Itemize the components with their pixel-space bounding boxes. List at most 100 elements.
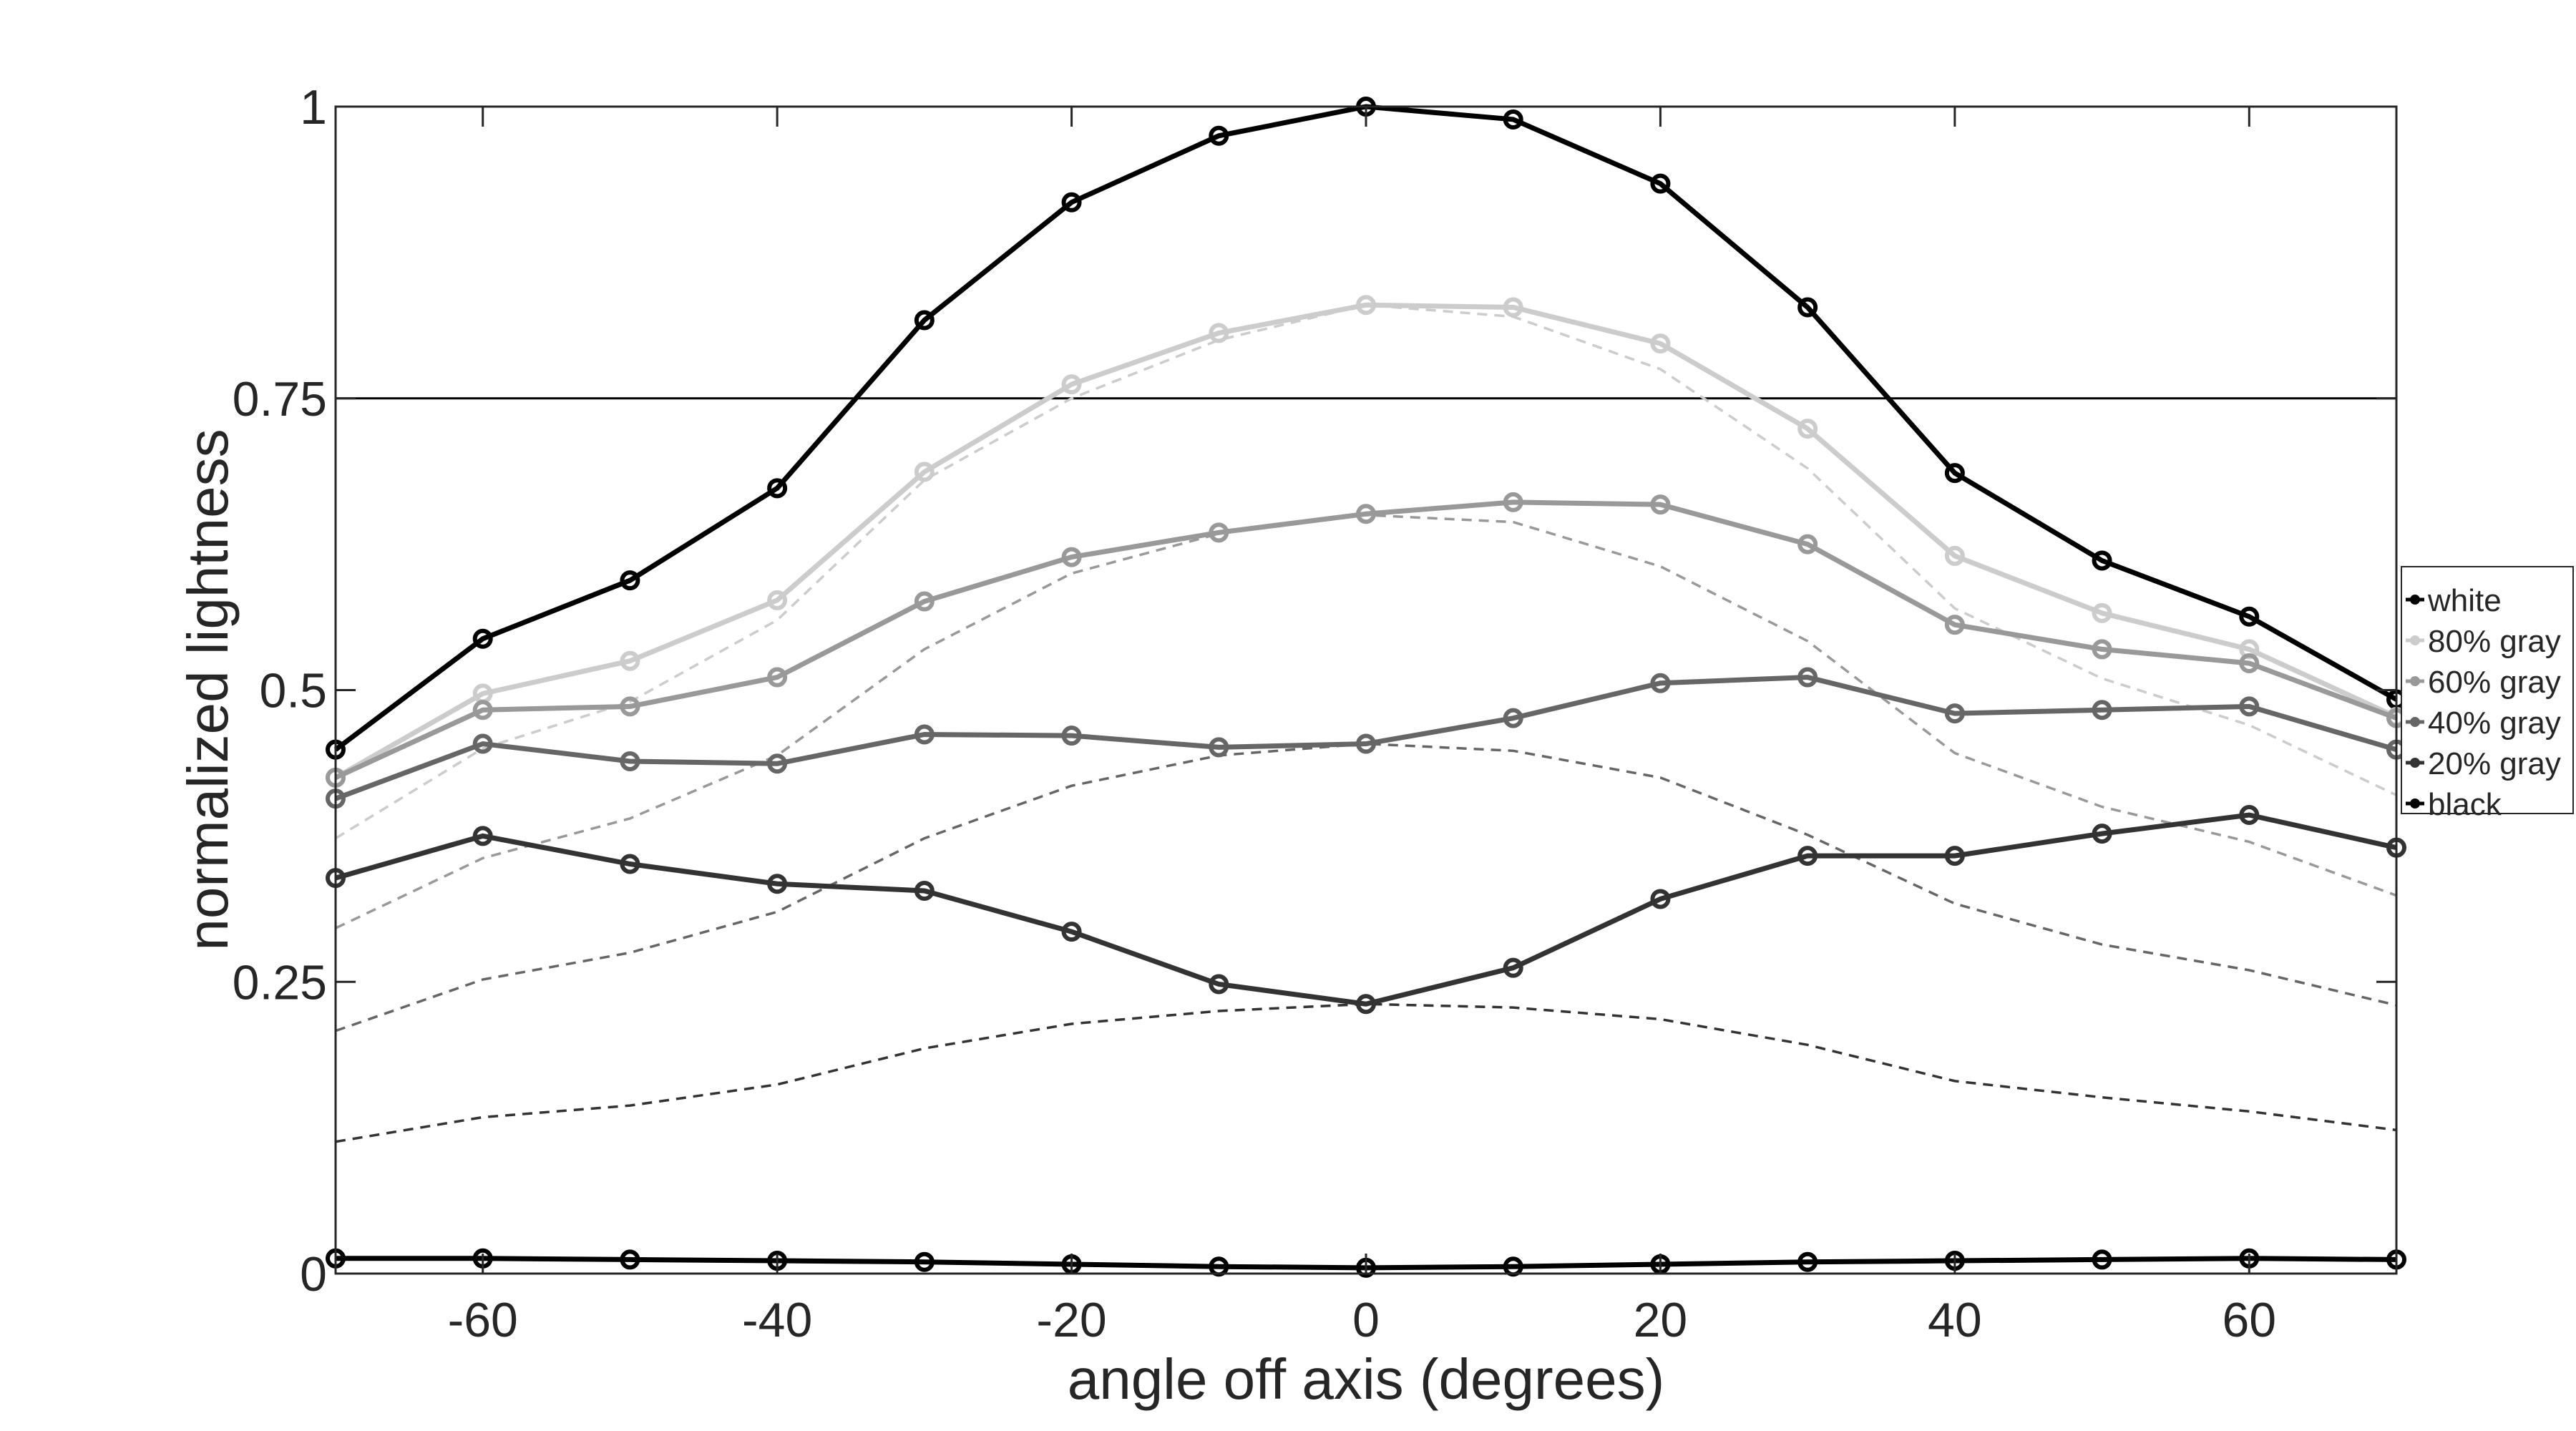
x-axis-label: angle off axis (degrees)	[1068, 1347, 1665, 1411]
data-point-black	[914, 1251, 935, 1272]
data-point-black	[2092, 1249, 2112, 1270]
data-point-20-gray	[2239, 805, 2260, 826]
legend-item: 20% gray	[2406, 746, 2561, 781]
legend-box	[2401, 566, 2574, 814]
data-point-80-gray	[2092, 602, 2112, 623]
data-point-60-gray	[472, 700, 493, 721]
data-point-60-gray	[1944, 615, 1965, 635]
series-60-gray	[326, 492, 2406, 788]
data-point-white	[2092, 550, 2112, 571]
y-tick-label: 0.25	[233, 955, 327, 1010]
data-point-40-gray	[1061, 726, 1082, 746]
data-point-60-gray	[914, 591, 935, 612]
data-point-40-gray	[1650, 673, 1671, 693]
legend-item: white	[2406, 583, 2502, 618]
data-point-80-gray	[620, 650, 640, 671]
data-point-white	[1797, 297, 1818, 318]
data-point-20-gray	[1356, 994, 1376, 1015]
data-point-20-gray	[1503, 957, 1523, 978]
data-point-60-gray	[2092, 639, 2112, 660]
x-tick-label: 20	[1634, 1293, 1688, 1347]
legend-item: 80% gray	[2406, 624, 2561, 659]
data-point-white	[767, 478, 788, 499]
data-point-40-gray	[1356, 733, 1376, 754]
data-point-80-gray	[1944, 545, 1965, 566]
x-tick-label: 0	[1352, 1293, 1380, 1347]
data-point-60-gray	[1209, 522, 1229, 543]
data-point-40-gray	[2239, 696, 2260, 717]
data-point-20-gray	[2092, 824, 2112, 844]
data-point-40-gray	[620, 751, 640, 771]
data-point-60-gray	[1061, 547, 1082, 567]
legend-item: 60% gray	[2406, 665, 2561, 700]
data-point-20-gray	[472, 826, 493, 846]
legend-swatch-marker	[2410, 635, 2420, 645]
legend-swatch-marker	[2410, 595, 2420, 605]
x-tick-label: 60	[2222, 1293, 2276, 1347]
data-point-20-gray	[767, 874, 788, 894]
data-point-40-gray	[914, 724, 935, 745]
y-tick-label: 0.75	[233, 372, 327, 426]
legend-swatch-marker	[2410, 717, 2420, 727]
data-point-60-gray	[620, 696, 640, 717]
x-tick-label: -40	[742, 1293, 812, 1347]
y-tick-label: 1	[300, 80, 327, 135]
legend-label: white	[2427, 583, 2502, 618]
data-point-80-gray	[1503, 297, 1523, 318]
data-point-80-gray	[914, 461, 935, 482]
legend-label: 60% gray	[2428, 665, 2561, 700]
data-point-60-gray	[1797, 534, 1818, 555]
x-tick-label: -20	[1036, 1293, 1106, 1347]
data-point-80-gray	[1061, 374, 1082, 395]
legend-swatch-marker	[2410, 676, 2420, 686]
legend-item: 40% gray	[2406, 705, 2561, 741]
legend: white 80% gray 60% gray 40% gray 20% gray bla…	[2401, 566, 2574, 822]
data-point-40-gray	[1503, 708, 1523, 728]
y-tick-label: 0	[300, 1247, 327, 1301]
data-point-white	[1209, 125, 1229, 146]
data-point-white	[1061, 192, 1082, 213]
data-point-white	[1944, 463, 1965, 484]
data-point-40-gray	[1209, 737, 1229, 758]
series-line-60-gray	[334, 499, 2398, 781]
series-line-40-gray	[334, 675, 2397, 801]
data-point-20-gray	[1209, 974, 1229, 995]
legend-item: black	[2406, 787, 2502, 822]
data-point-white	[1503, 109, 1523, 130]
legend-label: 80% gray	[2428, 624, 2561, 659]
data-point-black	[620, 1249, 640, 1270]
data-point-white	[1650, 173, 1671, 194]
data-point-40-gray	[1797, 667, 1818, 688]
series-20-gray	[326, 805, 2406, 1015]
data-point-80-gray	[1797, 419, 1818, 439]
data-point-80-gray	[1356, 295, 1376, 316]
y-axis-label: normalized lightness	[176, 429, 240, 950]
data-point-white	[2239, 606, 2260, 627]
data-point-60-gray	[1356, 504, 1376, 524]
data-point-60-gray	[767, 667, 788, 688]
data-point-80-gray	[767, 590, 788, 610]
data-point-20-gray	[1944, 846, 1965, 866]
data-point-20-gray	[620, 854, 640, 874]
data-point-white	[914, 310, 935, 331]
data-point-black	[1797, 1251, 1818, 1272]
series-line-80-gray	[334, 302, 2398, 780]
dashed-reference-line-3	[335, 1002, 2397, 1143]
data-point-20-gray	[1797, 846, 1818, 866]
data-point-40-gray	[472, 733, 493, 754]
x-tick-label: -60	[448, 1293, 518, 1347]
data-point-60-gray	[2239, 653, 2260, 673]
legend-label: 20% gray	[2428, 746, 2561, 781]
data-point-white	[620, 570, 640, 591]
legend-label: black	[2428, 787, 2502, 822]
data-point-80-gray	[1209, 323, 1229, 343]
series-line-20-gray	[335, 812, 2397, 1007]
legend-swatch-marker	[2410, 758, 2420, 768]
data-point-60-gray	[1503, 492, 1523, 512]
plot-area	[336, 107, 2396, 1274]
data-point-white	[472, 628, 493, 649]
data-point-40-gray	[2092, 700, 2112, 721]
data-point-20-gray	[914, 881, 935, 902]
data-point-40-gray	[1944, 703, 1965, 724]
